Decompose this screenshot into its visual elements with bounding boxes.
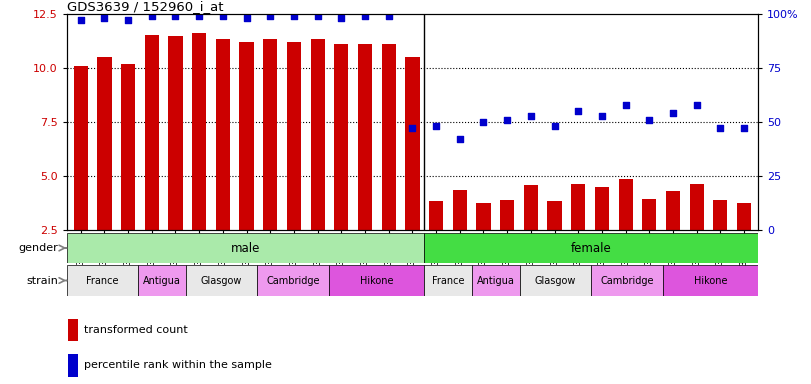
Text: Glasgow: Glasgow [201,275,242,285]
Point [714,126,727,132]
Text: France: France [432,275,465,285]
Bar [737,203,751,230]
Bar [67,265,138,296]
Bar [329,265,424,296]
Bar [239,42,254,230]
Bar [524,185,538,230]
Bar [591,265,663,296]
Bar [169,36,182,230]
Bar [594,187,609,230]
Bar [358,44,372,230]
Point [453,136,466,142]
Point [737,126,750,132]
Point [643,117,656,123]
Point [122,17,135,23]
Bar [74,66,88,230]
Bar [666,191,680,230]
Bar [287,42,301,230]
Text: Cambridge: Cambridge [266,275,320,285]
Bar [186,265,257,296]
Point [500,117,513,123]
Point [217,13,230,19]
Text: Hikone: Hikone [360,275,393,285]
Point [287,13,300,19]
Bar [453,190,467,230]
Point [169,13,182,19]
Bar [472,265,520,296]
Bar [429,201,443,230]
Text: Antigua: Antigua [477,275,515,285]
Bar [97,57,112,230]
Text: Cambridge: Cambridge [600,275,654,285]
Point [690,102,703,108]
Bar [476,203,491,230]
Point [667,110,680,116]
Point [382,13,395,19]
Point [406,126,419,132]
Text: GDS3639 / 152960_i_at: GDS3639 / 152960_i_at [67,0,223,13]
Bar [382,44,396,230]
Point [240,15,253,22]
Bar [571,184,586,230]
Text: strain: strain [26,275,58,285]
Bar [144,35,159,230]
Bar [642,199,656,230]
Bar [547,201,562,230]
Bar [263,39,277,230]
Bar [68,354,78,377]
Bar [663,265,758,296]
Bar [424,265,472,296]
Point [430,123,443,129]
Bar [138,265,186,296]
Bar [257,265,329,296]
Bar [406,57,419,230]
Bar [520,265,591,296]
Bar [121,64,135,230]
Point [75,17,88,23]
Point [477,119,490,125]
Point [264,13,277,19]
Bar [68,319,78,341]
Text: Antigua: Antigua [143,275,181,285]
Point [619,102,632,108]
Point [335,15,348,22]
Bar [424,233,758,263]
Bar [334,44,349,230]
Point [311,13,324,19]
Point [98,15,111,22]
Text: Hikone: Hikone [694,275,727,285]
Bar [311,39,324,230]
Text: transformed count: transformed count [84,325,188,335]
Point [358,13,371,19]
Point [548,123,561,129]
Bar [216,39,230,230]
Text: female: female [571,242,611,255]
Point [572,108,585,114]
Bar [713,200,727,230]
Bar [500,200,514,230]
Point [595,113,608,119]
Text: percentile rank within the sample: percentile rank within the sample [84,361,272,371]
Bar [192,33,206,230]
Point [193,13,206,19]
Text: male: male [230,242,260,255]
Text: France: France [86,275,118,285]
Bar [619,179,633,230]
Point [145,13,158,19]
Point [525,113,538,119]
Text: gender: gender [19,243,58,253]
Bar [67,233,424,263]
Bar [689,184,704,230]
Text: Glasgow: Glasgow [534,275,576,285]
